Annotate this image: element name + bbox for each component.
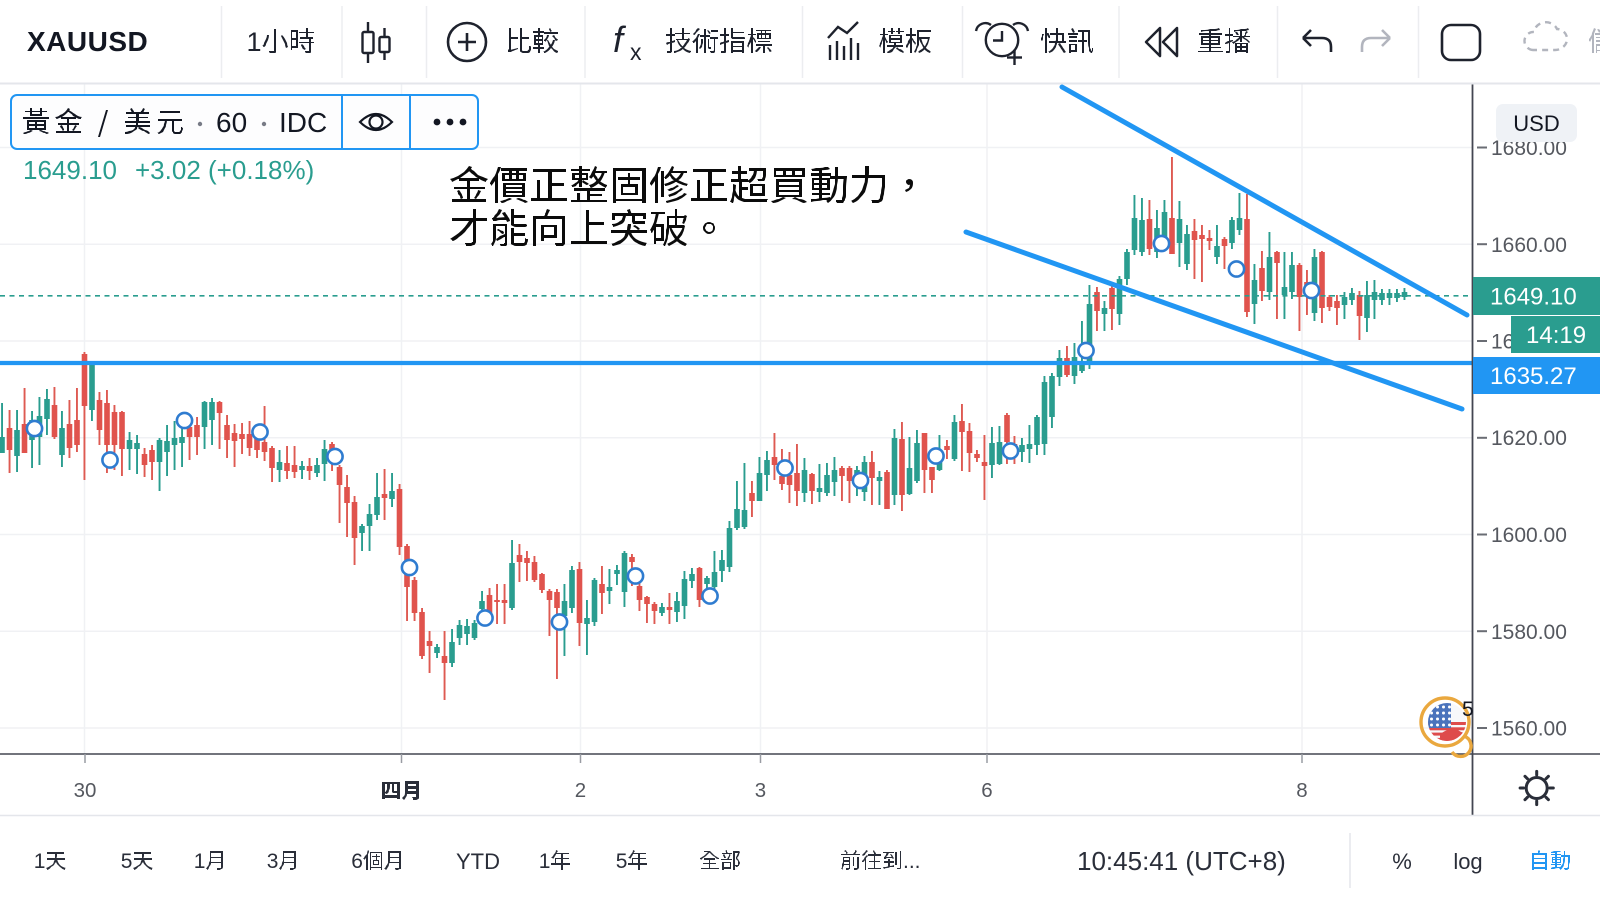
svg-text:...: ... (903, 850, 921, 873)
svg-text:1649.10: 1649.10 (1490, 284, 1577, 311)
svg-text:XAUUSD: XAUUSD (27, 26, 148, 57)
svg-text:30: 30 (74, 779, 97, 802)
svg-text:x: x (630, 39, 642, 65)
svg-text:1635.27: 1635.27 (1490, 363, 1577, 390)
svg-text:5: 5 (121, 850, 133, 873)
svg-text:3: 3 (267, 850, 279, 873)
svg-text:1600.00: 1600.00 (1491, 524, 1567, 547)
svg-text:8: 8 (1296, 779, 1307, 802)
svg-text:10:45:41 (UTC+8): 10:45:41 (UTC+8) (1077, 846, 1286, 876)
svg-text:5: 5 (616, 850, 628, 873)
svg-text:1: 1 (247, 27, 262, 57)
svg-text:6: 6 (981, 779, 992, 802)
svg-text:5: 5 (1462, 698, 1474, 721)
svg-text:1: 1 (34, 850, 46, 873)
svg-text:60: 60 (216, 107, 247, 138)
svg-text:1580.00: 1580.00 (1491, 621, 1567, 644)
svg-text:6: 6 (351, 850, 363, 873)
svg-text:+3.02 (+0.18%): +3.02 (+0.18%) (135, 155, 314, 185)
svg-text:USD: USD (1513, 111, 1559, 136)
svg-text:3: 3 (755, 779, 766, 802)
svg-text:2: 2 (575, 779, 586, 802)
svg-text:1: 1 (194, 850, 206, 873)
svg-text:YTD: YTD (456, 849, 500, 874)
svg-text:14:19: 14:19 (1526, 322, 1586, 349)
svg-text:1649.10: 1649.10 (23, 155, 117, 185)
svg-text:1: 1 (539, 850, 551, 873)
svg-text:1620.00: 1620.00 (1491, 427, 1567, 450)
svg-text:%: % (1392, 849, 1412, 874)
svg-text:log: log (1453, 849, 1482, 874)
svg-text:1680.00: 1680.00 (1491, 137, 1567, 160)
svg-text:IDC: IDC (279, 107, 327, 138)
svg-text:1560.00: 1560.00 (1491, 718, 1567, 741)
svg-text:1660.00: 1660.00 (1491, 234, 1567, 257)
